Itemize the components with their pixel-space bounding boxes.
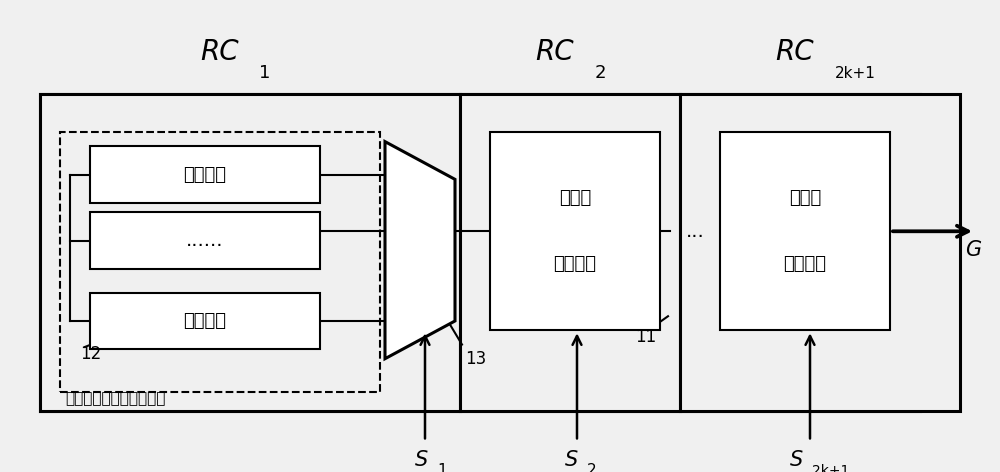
Text: ...: ...: [686, 222, 704, 241]
Bar: [40, 94, 460, 411]
Text: 成组化: 成组化: [789, 189, 821, 207]
Polygon shape: [385, 142, 455, 359]
Text: RC: RC: [776, 38, 814, 66]
Text: 延时单元: 延时单元: [184, 166, 227, 184]
Bar: [40, 94, 920, 411]
Text: S: S: [790, 450, 803, 470]
Text: 延时单元: 延时单元: [554, 255, 596, 273]
Text: 2: 2: [594, 64, 606, 82]
Text: 2k+1: 2k+1: [812, 464, 849, 472]
Bar: [680, 94, 960, 411]
Text: RC: RC: [536, 38, 574, 66]
Text: G: G: [965, 240, 981, 260]
Bar: [60, 132, 380, 392]
Text: 1: 1: [437, 463, 447, 472]
Bar: [90, 293, 320, 349]
Text: 1: 1: [259, 64, 271, 82]
Bar: [90, 212, 320, 269]
Bar: [720, 132, 890, 330]
Text: 延时单元: 延时单元: [184, 312, 227, 330]
Text: 多重成组化延时可变单元: 多重成组化延时可变单元: [65, 391, 165, 406]
Text: S: S: [415, 450, 428, 470]
Bar: [490, 132, 660, 330]
Text: 11: 11: [635, 329, 656, 346]
Text: ......: ......: [186, 231, 224, 250]
Bar: [90, 146, 320, 203]
Bar: [460, 94, 680, 411]
Text: 12: 12: [80, 345, 101, 363]
Text: 成组化: 成组化: [559, 189, 591, 207]
Text: 2: 2: [587, 463, 597, 472]
Text: 13: 13: [465, 350, 486, 368]
Text: RC: RC: [201, 38, 239, 66]
Text: 延时单元: 延时单元: [783, 255, 826, 273]
Text: S: S: [565, 450, 578, 470]
Text: 2k+1: 2k+1: [835, 66, 875, 81]
